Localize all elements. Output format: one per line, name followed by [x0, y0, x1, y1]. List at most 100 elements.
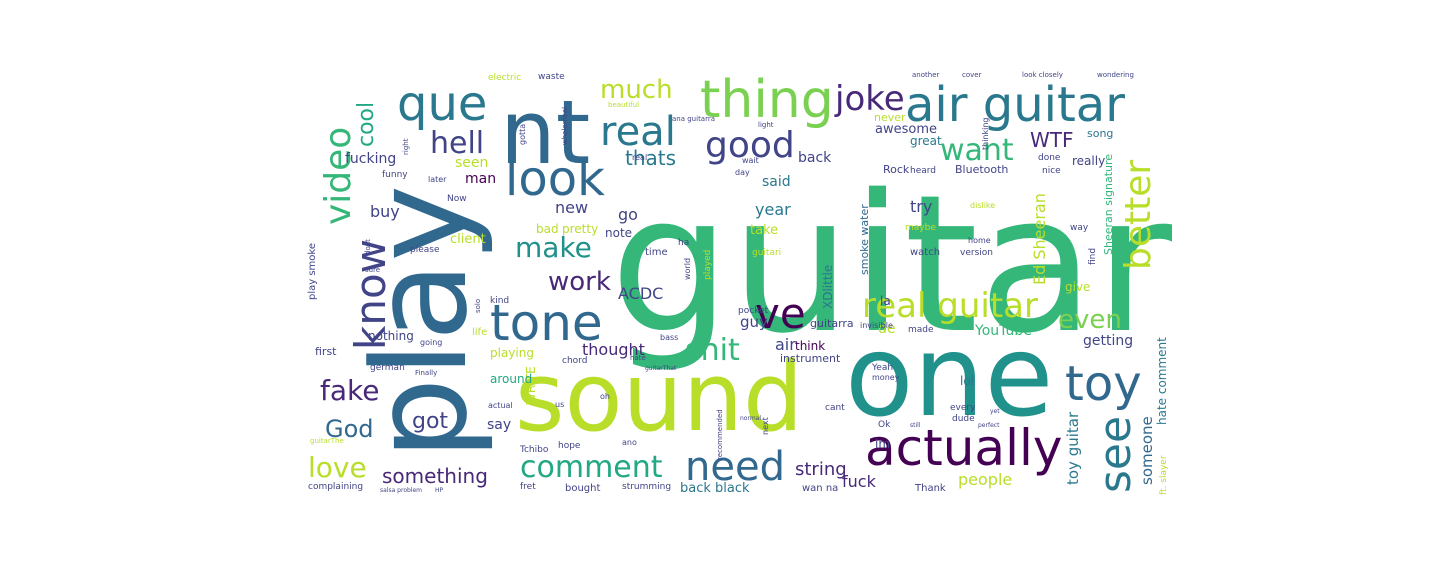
- word-electric: electric: [488, 73, 521, 83]
- word-next: next: [761, 417, 770, 435]
- word-back: back: [798, 150, 832, 166]
- word-around: around: [490, 372, 532, 386]
- word-ed-sheeran: Ed Sheeran: [1030, 193, 1049, 285]
- word-money: money: [872, 373, 900, 382]
- word-try: try: [910, 197, 932, 216]
- word-buy: buy: [370, 202, 400, 221]
- word-video: video: [318, 127, 359, 225]
- word-way: way: [1070, 223, 1089, 233]
- word-heard: heard: [910, 166, 936, 176]
- word-every: every: [950, 403, 976, 413]
- word-thing: thing: [700, 70, 834, 130]
- word-toy: toy: [1065, 356, 1142, 412]
- word-see: see: [1090, 416, 1141, 493]
- word-thats: thats: [625, 146, 676, 170]
- word-de: de: [878, 321, 896, 337]
- word-maybe: maybe: [905, 223, 936, 233]
- word-done: done: [1038, 153, 1061, 163]
- word-nt: nt: [500, 81, 590, 184]
- word-solo: solo: [474, 299, 482, 313]
- word-never: never: [874, 111, 906, 124]
- word-awesome: awesome: [875, 122, 937, 137]
- word-much: much: [600, 75, 673, 105]
- word-actual: actual: [488, 401, 513, 410]
- word-year: year: [755, 200, 791, 219]
- word-tchibo: Tchibo: [519, 445, 549, 455]
- word-god: God: [325, 415, 374, 443]
- word-fake: fake: [320, 374, 379, 407]
- word-comment: comment: [520, 450, 663, 485]
- word-cloud-canvas: guitar play sound one nt que thing air g…: [307, 70, 1172, 496]
- word-wtf: WTF: [1030, 128, 1074, 152]
- word-need: need: [685, 444, 785, 490]
- word-know: know: [346, 239, 395, 350]
- word-watch: watch: [910, 247, 940, 258]
- word-thought: thought: [582, 340, 645, 359]
- word-something: something: [382, 464, 488, 488]
- word-fuck: fuck: [842, 472, 877, 491]
- word-pocket: pocket: [738, 306, 769, 316]
- word-make: make: [515, 231, 592, 264]
- word-time: time: [645, 247, 668, 258]
- word-better: better: [1118, 160, 1159, 270]
- word-great: great: [910, 134, 942, 148]
- word-play: play: [344, 185, 496, 460]
- word-good: good: [705, 125, 795, 166]
- word-finally: Finally: [415, 369, 437, 377]
- word-ha: ha: [678, 238, 689, 248]
- word-sure: sure: [365, 266, 380, 274]
- word-note: note: [605, 226, 632, 240]
- word-guitarra: guitarra: [810, 317, 854, 330]
- word-invisible: invisible: [860, 321, 893, 330]
- word-actually: actually: [865, 419, 1062, 477]
- word-ok: Ok: [878, 420, 891, 430]
- word-waste: waste: [538, 72, 565, 82]
- word-us: us: [555, 400, 564, 409]
- word-funny: funny: [382, 170, 408, 180]
- word-please: please: [410, 245, 440, 255]
- word-acdc: ACDC: [618, 284, 663, 303]
- word-dude: dude: [952, 414, 975, 424]
- word-ano: ano: [622, 438, 637, 447]
- word-cloud: guitar play sound one nt que thing air g…: [300, 65, 1172, 497]
- word-bought: bought: [565, 483, 600, 494]
- word-air: air: [775, 335, 796, 354]
- word-shit: shit: [685, 333, 740, 368]
- word-nothing: nothing: [368, 329, 414, 343]
- word-salsa-problem: salsa problem: [380, 487, 422, 494]
- word-wan-na: wan na: [802, 483, 838, 494]
- word-youtube: YouTube: [974, 323, 1032, 339]
- word-guitari: guitari: [752, 248, 781, 258]
- word-wait: wait: [742, 156, 759, 165]
- word-oh: oh: [600, 392, 610, 401]
- word-go: go: [618, 205, 638, 224]
- word-xdlittle: XDlittle: [821, 265, 835, 309]
- word-lol: lol: [960, 374, 974, 388]
- word-day: day: [735, 168, 750, 177]
- word-normal: normal: [740, 415, 761, 422]
- word-want: want: [940, 133, 1014, 168]
- word-toy-guitar: toy guitar: [1064, 411, 1082, 485]
- word-gotta: gotta: [518, 124, 527, 145]
- word-complaining: complaining: [308, 482, 363, 492]
- word-joke: joke: [834, 79, 905, 119]
- word-love: love: [308, 451, 367, 484]
- word-home: home: [968, 236, 991, 245]
- word-playing: playing: [490, 346, 534, 360]
- word-light: light: [758, 121, 774, 129]
- word-fucking: fucking: [345, 151, 396, 167]
- word-ana-guitarra: ana guitarra: [672, 115, 715, 123]
- word-getting: getting: [1083, 333, 1133, 349]
- word-give: give: [1065, 280, 1090, 294]
- word-really: really: [1072, 154, 1105, 168]
- word-instrument: instrument: [780, 352, 841, 365]
- word-client: client: [450, 232, 486, 247]
- word-play-smoke: play smoke: [307, 243, 318, 300]
- word-pretty: pretty: [562, 222, 598, 236]
- word-going: going: [420, 338, 442, 347]
- word-real: real: [600, 109, 676, 155]
- word-strumming: strumming: [622, 482, 671, 492]
- word-another: another: [912, 71, 939, 79]
- word-later: later: [428, 175, 447, 184]
- word-still: still: [910, 422, 921, 429]
